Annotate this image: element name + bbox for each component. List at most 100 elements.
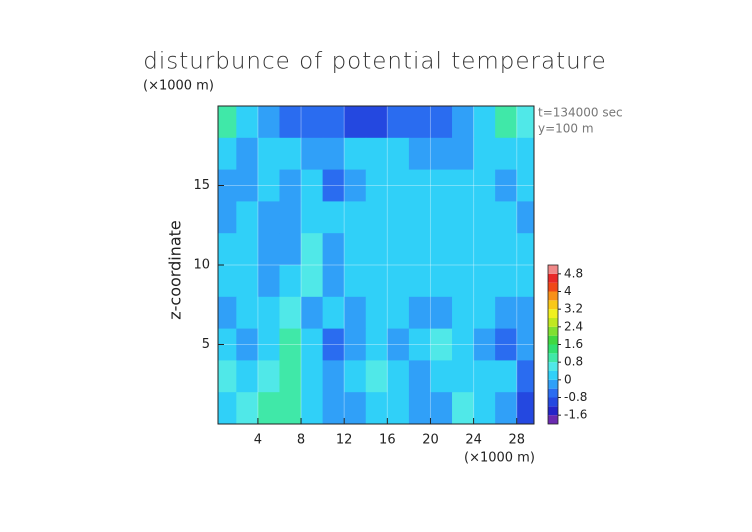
cell [257, 169, 280, 202]
colorbar-swatch [548, 353, 558, 363]
cell [322, 106, 345, 139]
cell [322, 296, 345, 330]
y-tick-label: 10 [193, 258, 210, 273]
colorbar-swatch [548, 397, 558, 407]
x-tick-label: 8 [297, 433, 305, 448]
cell [516, 265, 535, 298]
cell [516, 169, 535, 202]
cell [301, 392, 324, 425]
cell [301, 360, 324, 393]
colorbar-swatch [548, 379, 558, 389]
cell [279, 328, 302, 361]
cell [452, 201, 475, 234]
cell [387, 201, 410, 234]
cell [387, 296, 410, 330]
cell [344, 201, 367, 234]
cell [322, 328, 345, 361]
colorbar-label: 0.8 [564, 355, 583, 369]
cell [279, 106, 302, 139]
cell [516, 296, 535, 330]
colorbar-swatch [548, 300, 558, 310]
cell [408, 392, 431, 425]
x-axis-label: (×1000 m) [464, 451, 535, 466]
cell [301, 106, 324, 139]
cell [236, 169, 259, 202]
cell [322, 392, 345, 425]
cell [495, 392, 518, 425]
cell [218, 360, 237, 393]
colorbar-swatch [548, 265, 558, 274]
cell [516, 392, 535, 425]
cell [301, 296, 324, 330]
cell [279, 392, 302, 425]
cell [473, 296, 496, 330]
y-tick-label: 5 [202, 337, 210, 352]
cell [387, 360, 410, 393]
cell [344, 233, 367, 266]
cell [495, 296, 518, 330]
colorbar-swatch [548, 415, 558, 424]
cell [387, 106, 410, 139]
field [218, 106, 535, 425]
cell [452, 137, 475, 171]
cell [516, 137, 535, 171]
cell [430, 265, 453, 298]
cell [218, 169, 237, 202]
x-tick-label: 4 [254, 433, 262, 448]
colorbar-label: 0 [564, 372, 572, 386]
cell [344, 392, 367, 425]
cell [495, 201, 518, 234]
cell [344, 328, 367, 361]
cell [365, 233, 388, 266]
cell [301, 201, 324, 234]
cell [344, 265, 367, 298]
cell [516, 201, 535, 234]
annotation: t=134000 sec [538, 106, 623, 120]
colorbar-label: 3.2 [564, 302, 583, 316]
cell [365, 296, 388, 330]
cell [279, 169, 302, 202]
cell [408, 137, 431, 171]
cell [218, 137, 237, 171]
cell [236, 137, 259, 171]
cell [236, 106, 259, 139]
cell [495, 106, 518, 139]
cell [257, 296, 280, 330]
cell [279, 296, 302, 330]
cell [344, 296, 367, 330]
cell [430, 106, 453, 139]
cell [473, 201, 496, 234]
cell [495, 169, 518, 202]
cell [495, 265, 518, 298]
cell [452, 265, 475, 298]
colorbar-label: -1.6 [564, 408, 587, 422]
cell [365, 265, 388, 298]
cell [495, 233, 518, 266]
cell [257, 233, 280, 266]
colorbar-label: -0.8 [564, 390, 587, 404]
cell [408, 169, 431, 202]
cell [344, 169, 367, 202]
cell [387, 265, 410, 298]
cell [473, 360, 496, 393]
cell [516, 106, 535, 139]
cell [495, 328, 518, 361]
cell [452, 233, 475, 266]
cell [279, 233, 302, 266]
x-tick-label: 24 [465, 433, 482, 448]
cell [257, 360, 280, 393]
colorbar-swatch [548, 406, 558, 416]
cell [473, 137, 496, 171]
cell [387, 233, 410, 266]
cell [218, 265, 237, 298]
colorbar-swatch [548, 326, 558, 336]
cell [322, 201, 345, 234]
cell [344, 137, 367, 171]
cell [473, 169, 496, 202]
cell [408, 265, 431, 298]
x-tick-label: 28 [508, 433, 525, 448]
cell [257, 265, 280, 298]
cell [218, 392, 237, 425]
cell [516, 328, 535, 361]
colorbar-swatch [548, 273, 558, 283]
